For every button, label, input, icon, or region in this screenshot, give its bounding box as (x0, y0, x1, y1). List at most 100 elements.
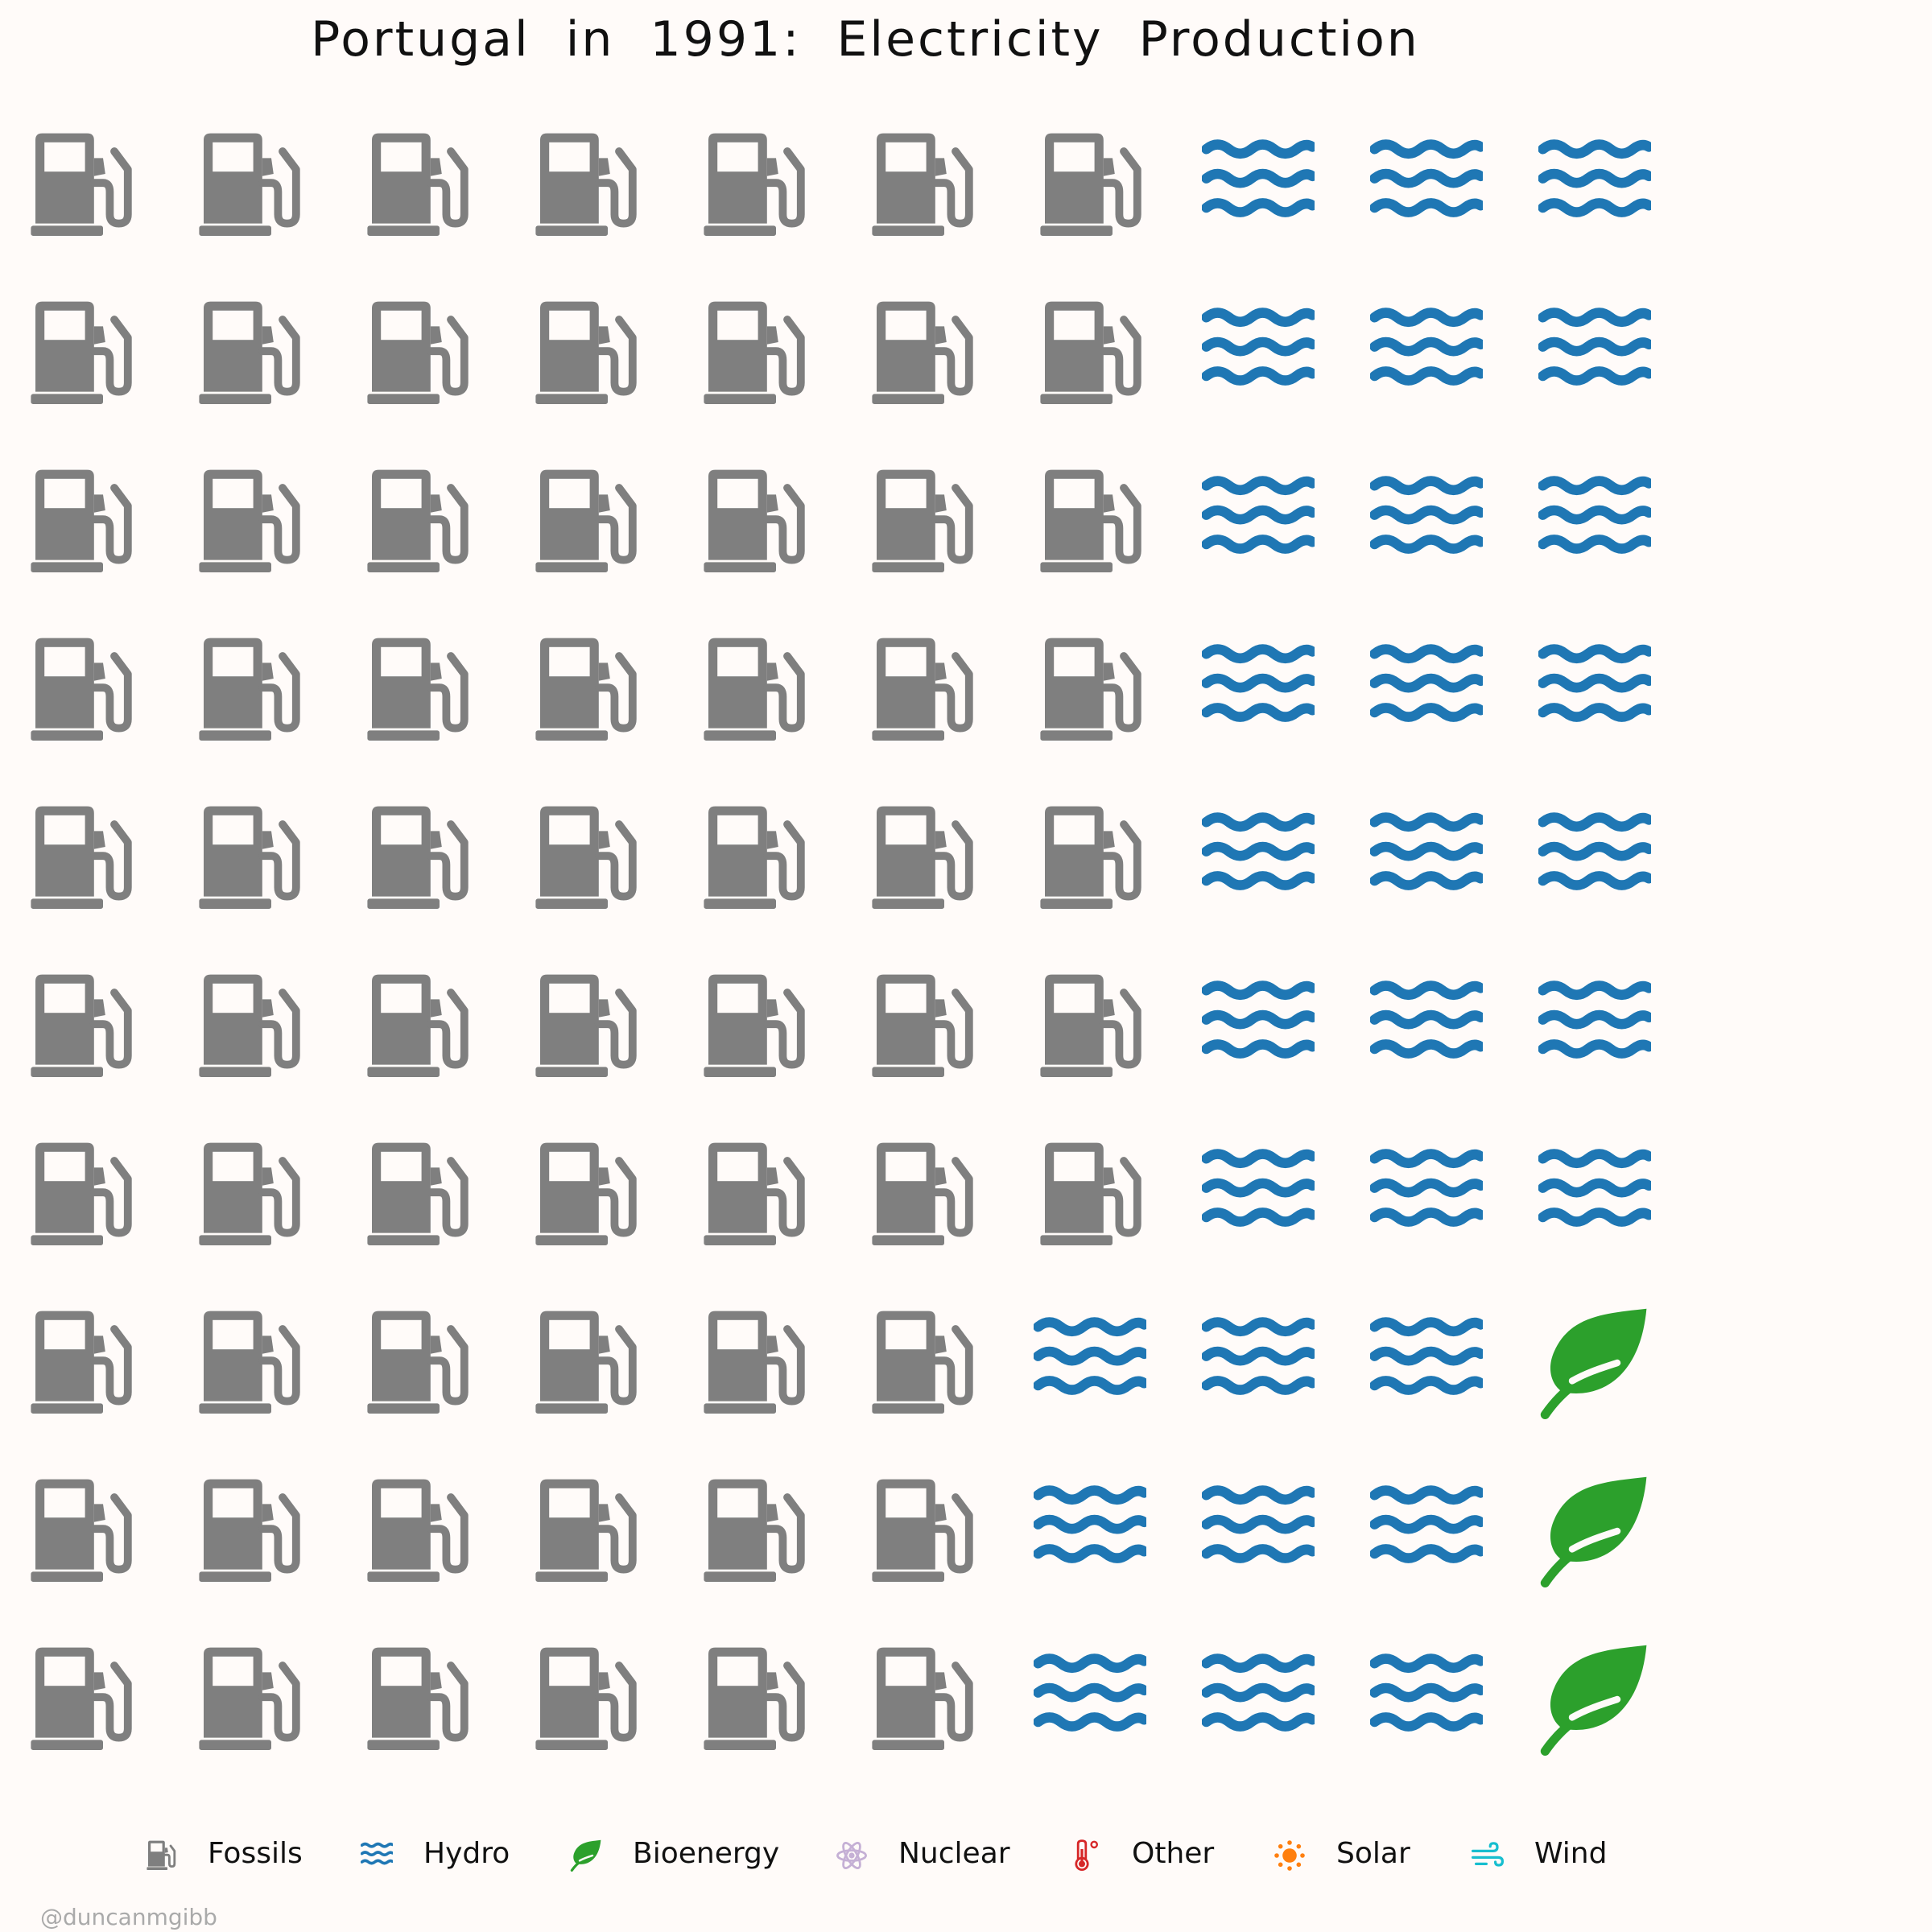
gas-pump-icon (865, 1307, 978, 1419)
water-icon (1370, 970, 1483, 1083)
gas-pump-icon (529, 802, 642, 914)
gas-pump-icon (697, 1138, 810, 1251)
gas-pump-icon (697, 129, 810, 242)
gas-pump-icon (865, 802, 978, 914)
gas-pump-icon (361, 1307, 473, 1419)
leaf-icon (1538, 1643, 1651, 1756)
gas-pump-icon (192, 129, 305, 242)
gas-pump-icon (361, 465, 473, 578)
gas-pump-icon (697, 802, 810, 914)
thermometer-icon (1069, 1839, 1101, 1872)
gas-pump-icon (24, 297, 137, 410)
water-icon (1538, 970, 1651, 1083)
gas-pump-icon (865, 1138, 978, 1251)
legend-label: Hydro (423, 1837, 510, 1870)
leaf-icon (570, 1839, 602, 1872)
gas-pump-icon (192, 465, 305, 578)
water-icon (1202, 634, 1315, 746)
gas-pump-icon (192, 1475, 305, 1587)
gas-pump-icon (192, 970, 305, 1083)
water-icon (1202, 1475, 1315, 1587)
gas-pump-icon (1034, 1138, 1146, 1251)
gas-pump-icon (361, 802, 473, 914)
legend-label: Wind (1534, 1837, 1608, 1870)
water-icon (1370, 1643, 1483, 1756)
water-icon (1202, 802, 1315, 914)
gas-pump-icon (361, 1475, 473, 1587)
gas-pump-icon (24, 802, 137, 914)
gas-pump-icon (192, 634, 305, 746)
water-icon (1538, 1138, 1651, 1251)
water-icon (1370, 1475, 1483, 1587)
water-icon (1370, 129, 1483, 242)
water-icon (1538, 634, 1651, 746)
water-icon (1370, 634, 1483, 746)
gas-pump-icon (865, 634, 978, 746)
water-icon (1202, 1643, 1315, 1756)
water-icon (1034, 1307, 1146, 1419)
gas-pump-icon (361, 970, 473, 1083)
water-icon (1538, 297, 1651, 410)
legend-label: Other (1132, 1837, 1215, 1870)
gas-pump-icon (697, 1643, 810, 1756)
water-icon (1538, 465, 1651, 578)
gas-pump-icon (361, 129, 473, 242)
gas-pump-icon (529, 465, 642, 578)
gas-pump-icon (24, 634, 137, 746)
legend-label: Solar (1336, 1837, 1410, 1870)
water-icon (1034, 1475, 1146, 1587)
gas-pump-icon (529, 1138, 642, 1251)
legend-label: Bioenergy (633, 1837, 780, 1870)
gas-pump-icon (24, 1138, 137, 1251)
legend-label: Nuclear (898, 1837, 1010, 1870)
gas-pump-icon (865, 297, 978, 410)
gas-pump-icon (865, 1643, 978, 1756)
gas-pump-icon (361, 634, 473, 746)
gas-pump-icon (697, 1475, 810, 1587)
water-icon (1202, 297, 1315, 410)
legend: Fossils Hydro Bioenergy Nuclear Other Sola… (0, 1827, 1731, 1884)
gas-pump-icon (24, 129, 137, 242)
gas-pump-icon (361, 1138, 473, 1251)
leaf-icon (1538, 1475, 1651, 1587)
gas-pump-icon (192, 1138, 305, 1251)
water-icon (1370, 802, 1483, 914)
gas-pump-icon (192, 1643, 305, 1756)
gas-pump-icon (529, 634, 642, 746)
gas-pump-icon (529, 1307, 642, 1419)
gas-pump-icon (697, 634, 810, 746)
water-icon (361, 1839, 393, 1872)
gas-pump-icon (24, 465, 137, 578)
gas-pump-icon (529, 129, 642, 242)
water-icon (1202, 465, 1315, 578)
water-icon (1202, 1307, 1315, 1419)
gas-pump-icon (24, 970, 137, 1083)
atom-icon (836, 1839, 868, 1872)
gas-pump-icon (697, 1307, 810, 1419)
gas-pump-icon (529, 970, 642, 1083)
water-icon (1202, 1138, 1315, 1251)
gas-pump-icon (697, 465, 810, 578)
gas-pump-icon (529, 1475, 642, 1587)
water-icon (1370, 1138, 1483, 1251)
gas-pump-icon (145, 1839, 177, 1872)
sun-icon (1274, 1839, 1306, 1872)
gas-pump-icon (192, 802, 305, 914)
wind-icon (1472, 1839, 1504, 1872)
water-icon (1370, 1307, 1483, 1419)
water-icon (1370, 465, 1483, 578)
gas-pump-icon (865, 1475, 978, 1587)
gas-pump-icon (1034, 297, 1146, 410)
leaf-icon (1538, 1307, 1651, 1419)
water-icon (1538, 129, 1651, 242)
legend-label: Fossils (208, 1837, 303, 1870)
gas-pump-icon (361, 297, 473, 410)
gas-pump-icon (24, 1307, 137, 1419)
chart-title: Portugal in 1991: Electricity Production (311, 11, 1420, 68)
gas-pump-icon (1034, 465, 1146, 578)
gas-pump-icon (192, 1307, 305, 1419)
gas-pump-icon (1034, 634, 1146, 746)
gas-pump-icon (529, 1643, 642, 1756)
gas-pump-icon (24, 1475, 137, 1587)
gas-pump-icon (361, 1643, 473, 1756)
